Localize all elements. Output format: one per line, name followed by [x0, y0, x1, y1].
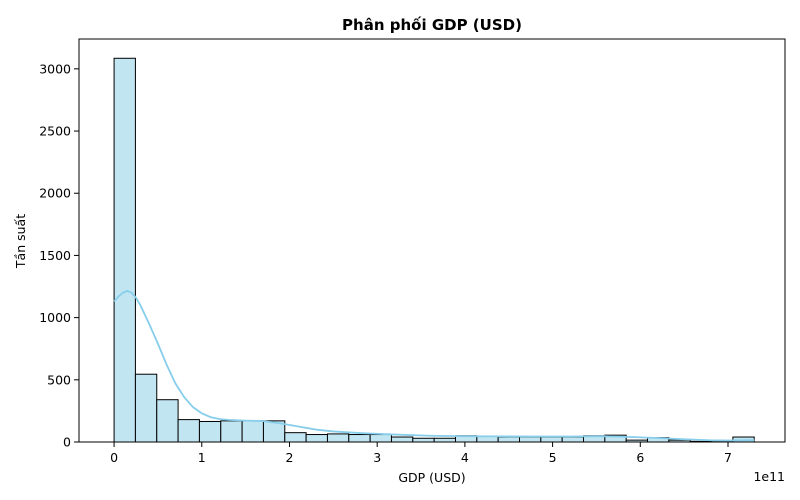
x-axis-ticks: 0 1 2 3 4 5 6 7: [110, 442, 732, 465]
histogram-bar: [198, 420, 222, 443]
histogram-bar: [326, 433, 350, 443]
x-tick-label: 2: [286, 450, 294, 465]
y-tick-label: 500: [47, 372, 71, 387]
histogram-bar: [241, 420, 264, 443]
histogram-bar: [284, 432, 307, 443]
histogram-bar: [497, 436, 521, 443]
histogram-bar: [113, 57, 136, 443]
x-tick-label: 0: [110, 450, 118, 465]
histogram-bar: [390, 436, 414, 443]
histogram-bars: [113, 57, 755, 443]
histogram-bar: [561, 436, 585, 443]
histogram-bar: [519, 436, 542, 443]
x-tick-label: 1: [198, 450, 206, 465]
x-tick-label: 7: [724, 450, 732, 465]
x-tick-label: 3: [373, 450, 381, 465]
histogram-bar: [433, 437, 456, 443]
y-axis-label: Tần suất: [13, 214, 28, 269]
histogram-bar: [156, 399, 179, 443]
y-tick-label: 2000: [39, 186, 71, 201]
histogram-bar: [134, 373, 158, 443]
x-axis-scale-label: 1e11: [753, 469, 785, 484]
chart-title: Phân phối GDP (USD): [342, 15, 522, 34]
y-axis-ticks: 0 500 1000 1500 2000 2500 3000: [39, 61, 79, 450]
histogram-bar: [305, 434, 328, 443]
x-tick-label: 6: [636, 450, 644, 465]
y-tick-label: 3000: [39, 61, 71, 76]
histogram-bar: [348, 434, 371, 443]
y-tick-label: 0: [63, 435, 71, 450]
histogram-bar: [369, 434, 392, 443]
x-tick-label: 4: [461, 450, 469, 465]
y-tick-label: 2500: [39, 124, 71, 139]
x-tick-label: 5: [549, 450, 557, 465]
histogram-bar: [220, 420, 243, 443]
kde-curve: [113, 289, 755, 442]
y-tick-label: 1000: [39, 310, 71, 325]
x-axis-label: GDP (USD): [398, 470, 465, 485]
y-tick-label: 1500: [39, 248, 71, 263]
histogram-bar: [412, 437, 435, 443]
histogram-bar: [540, 436, 563, 443]
histogram-bar: [177, 419, 200, 443]
plot-frame: [78, 38, 786, 443]
